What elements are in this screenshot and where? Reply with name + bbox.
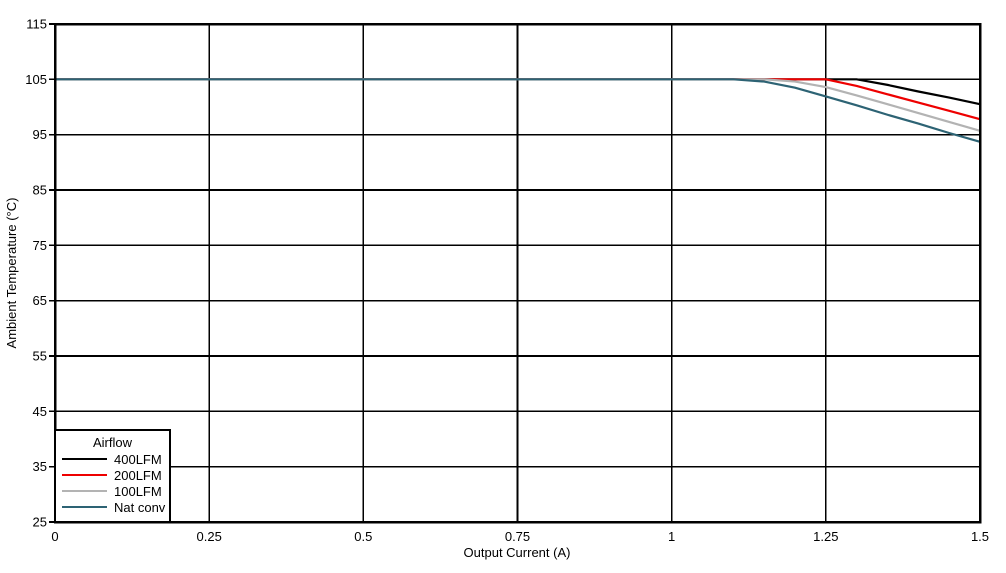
y-tick-label: 95	[33, 127, 47, 142]
legend-entry-nat-conv: Nat conv	[56, 499, 169, 515]
x-tick-label: 0.25	[197, 529, 222, 544]
y-tick-label: 75	[33, 238, 47, 253]
x-tick-label: 1.25	[813, 529, 838, 544]
y-tick-label: 105	[25, 72, 47, 87]
y-tick-label: 115	[26, 17, 47, 32]
y-tick-label: 45	[33, 404, 47, 419]
legend-entry-label: 200LFM	[114, 467, 162, 483]
legend-title: Airflow	[92, 435, 132, 450]
x-tick-label: 0	[51, 529, 58, 544]
plot-border	[53, 22, 982, 524]
series-line-100lfm	[55, 78, 981, 132]
y-tick-label: 85	[33, 183, 47, 198]
frame-layer	[53, 22, 982, 524]
legend-entry-400lfm: 400LFM	[56, 451, 169, 467]
grid-layer	[49, 23, 980, 523]
legend-entry-100lfm: 100LFM	[56, 483, 169, 499]
y-tick-label: 25	[33, 515, 47, 530]
legend-line-sample-nat-conv	[62, 506, 107, 508]
series-line-nat-conv	[55, 78, 981, 143]
legend-entry-label: 400LFM	[114, 451, 162, 467]
x-tick-label: 0.75	[505, 529, 530, 544]
legend-line-sample-200lfm	[62, 474, 107, 476]
y-tick-label: 35	[33, 459, 47, 474]
x-tick-label: 1	[668, 529, 675, 544]
x-tick-label: 1.5	[971, 529, 989, 544]
legend-entries: 400LFM 200LFM 100LFM Nat conv	[56, 451, 169, 515]
x-axis-title: Output Current (A)	[464, 545, 571, 560]
y-axis-title: Ambient Temperature (°C)	[4, 198, 19, 349]
series-layer	[55, 78, 981, 143]
y-tick-label: 65	[33, 293, 47, 308]
legend-entry-label: Nat conv	[114, 499, 166, 515]
x-tick-label: 0.5	[354, 529, 372, 544]
legend-entry-200lfm: 200LFM	[56, 467, 169, 483]
series-line-200lfm	[55, 78, 981, 121]
legend-line-sample-100lfm	[62, 490, 107, 492]
tick-layer: 0 0.25 0.5 0.75 1 1.25 1.5 25 35 45 55 65 75 85 95 105 1…	[25, 17, 989, 545]
legend-line-sample-400lfm	[62, 458, 107, 460]
y-tick-label: 55	[33, 349, 47, 364]
legend-entry-label: 100LFM	[114, 483, 162, 499]
legend-box: Airflow 400LFM 200LFM 100LFM Nat conv	[54, 429, 171, 523]
